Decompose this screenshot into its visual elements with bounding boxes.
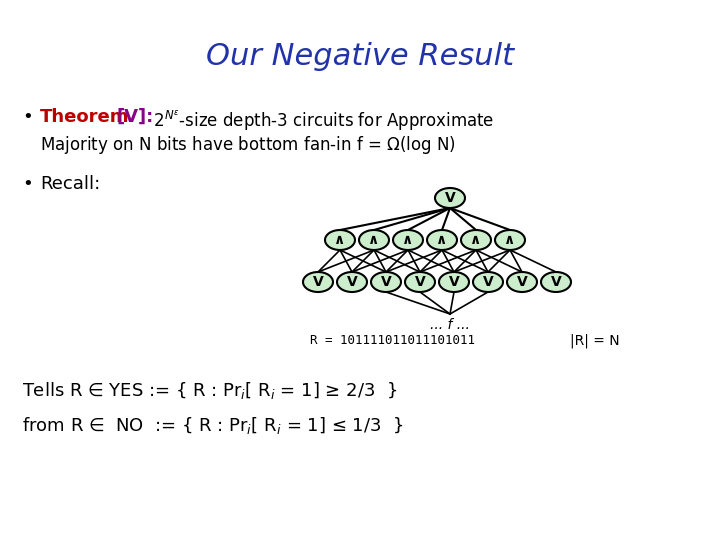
Ellipse shape (495, 230, 525, 250)
Text: $2^{N^{\varepsilon}}$-size depth-3 circuits for Approximate: $2^{N^{\varepsilon}}$-size depth-3 circu… (148, 108, 495, 133)
Text: ... f ...: ... f ... (430, 318, 470, 332)
Ellipse shape (439, 272, 469, 292)
Text: [V]:: [V]: (116, 108, 153, 126)
Text: |R| = N: |R| = N (570, 334, 620, 348)
Ellipse shape (427, 230, 457, 250)
Text: V: V (346, 275, 357, 289)
Text: V: V (381, 275, 392, 289)
Text: V: V (482, 275, 493, 289)
Text: ∧: ∧ (402, 233, 413, 247)
Text: V: V (449, 275, 459, 289)
Ellipse shape (359, 230, 389, 250)
Text: Recall:: Recall: (40, 175, 100, 193)
Text: Our Negative Result: Our Negative Result (206, 42, 514, 71)
Text: V: V (551, 275, 562, 289)
Text: from R ∈  NO  := { R : Pr$_i$[ R$_i$ = 1] ≤ 1/3  }: from R ∈ NO := { R : Pr$_i$[ R$_i$ = 1] … (22, 415, 403, 436)
Text: ∧: ∧ (334, 233, 346, 247)
Text: •: • (22, 108, 32, 126)
Text: ∧: ∧ (470, 233, 482, 247)
Ellipse shape (393, 230, 423, 250)
Ellipse shape (337, 272, 367, 292)
Text: V: V (312, 275, 323, 289)
Text: Majority on N bits have bottom fan-in f = $\Omega$(log N): Majority on N bits have bottom fan-in f … (40, 134, 456, 156)
Text: ∧: ∧ (369, 233, 379, 247)
Text: V: V (445, 191, 455, 205)
Text: V: V (415, 275, 426, 289)
Ellipse shape (435, 188, 465, 208)
Text: Theorem: Theorem (40, 108, 130, 126)
Text: ∧: ∧ (436, 233, 448, 247)
Ellipse shape (325, 230, 355, 250)
Text: V: V (517, 275, 527, 289)
Ellipse shape (473, 272, 503, 292)
Ellipse shape (541, 272, 571, 292)
Text: •: • (22, 175, 32, 193)
Text: ∧: ∧ (505, 233, 516, 247)
Text: R = 101111011011101011: R = 101111011011101011 (310, 334, 475, 347)
Ellipse shape (507, 272, 537, 292)
Ellipse shape (303, 272, 333, 292)
Ellipse shape (405, 272, 435, 292)
Text: Tells R ∈ YES := { R : Pr$_i$[ R$_i$ = 1] ≥ 2/3  }: Tells R ∈ YES := { R : Pr$_i$[ R$_i$ = 1… (22, 380, 397, 401)
Ellipse shape (371, 272, 401, 292)
Ellipse shape (461, 230, 491, 250)
